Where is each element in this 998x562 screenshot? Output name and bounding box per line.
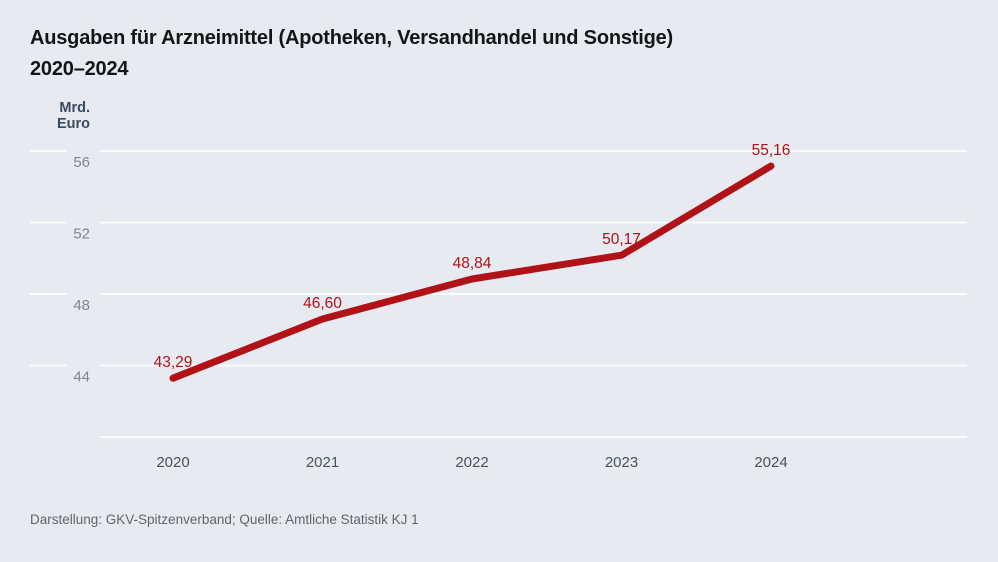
x-tick-label: 2024 <box>754 454 787 471</box>
y-axis-unit-line2: Euro <box>56 116 90 132</box>
source-note: Darstellung: GKV-Spitzenverband; Quelle:… <box>30 512 419 527</box>
x-tick-label: 2021 <box>306 454 339 471</box>
data-point-label: 55,16 <box>752 142 791 159</box>
y-axis-unit-line1: Mrd. <box>59 100 90 116</box>
y-tick-label: 44 <box>73 369 90 386</box>
chart-title: Ausgaben für Arzneimittel (Apotheken, Ve… <box>30 23 673 85</box>
data-point-label: 50,17 <box>602 231 641 248</box>
data-line <box>169 162 775 382</box>
chart-title-line2: 2020–2024 <box>30 58 129 80</box>
y-axis-unit-label: Mrd. Euro <box>30 100 90 132</box>
x-tick-label: 2020 <box>156 454 189 471</box>
data-point-label: 43,29 <box>154 354 193 371</box>
y-tick-label: 48 <box>73 297 90 314</box>
x-tick-label: 2023 <box>605 454 638 471</box>
data-point-label: 46,60 <box>303 295 342 312</box>
data-point-label: 48,84 <box>453 255 492 272</box>
chart-title-line1: Ausgaben für Arzneimittel (Apotheken, Ve… <box>30 27 673 49</box>
y-tick-label: 56 <box>73 154 90 171</box>
x-tick-label: 2022 <box>455 454 488 471</box>
y-tick-label: 52 <box>73 226 90 243</box>
